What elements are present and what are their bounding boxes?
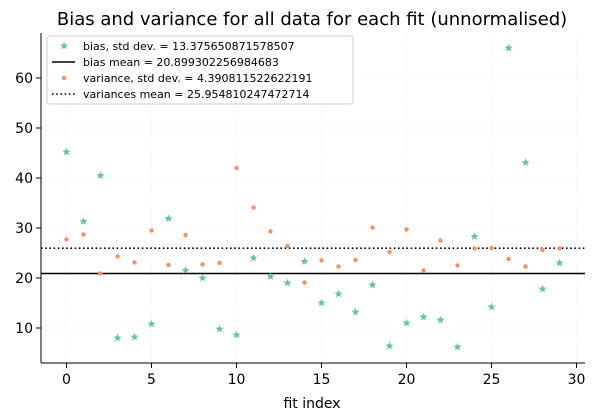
variance-point (149, 228, 154, 233)
variance-point (523, 264, 528, 269)
bias-point (147, 319, 156, 328)
bias-point (521, 158, 530, 166)
bias-point (504, 43, 513, 52)
bias-point (385, 341, 394, 350)
legend-label-variances-mean: variances mean = 25.954810247472714 (83, 88, 309, 101)
variance-point (166, 262, 171, 268)
x-tick-label: 5 (147, 372, 156, 388)
variance-point (438, 238, 443, 243)
variance-point (268, 229, 273, 234)
variance-point (132, 260, 137, 265)
bias-point (181, 266, 190, 274)
grid (41, 33, 585, 363)
legend-marker-variance (61, 75, 67, 81)
bias-point (300, 257, 309, 265)
axes (40, 33, 585, 364)
legend-item-variances-mean: variances mean = 25.954810247472714 (52, 88, 309, 101)
plot-area (41, 43, 585, 351)
legend-item-bias: bias, std dev. = 13.375650871578507 (60, 40, 295, 53)
y-tick-label: 40 (15, 171, 33, 187)
legend-label-bias-mean: bias mean = 20.899302256984683 (83, 56, 279, 69)
bias-point (62, 147, 71, 156)
y-tick-label: 30 (15, 221, 33, 237)
x-tick-label: 30 (568, 372, 586, 388)
x-tick-label: 20 (398, 372, 416, 388)
variance-point (302, 280, 307, 285)
variance-point (115, 254, 120, 259)
variance-point (217, 260, 222, 266)
variance-point (81, 232, 86, 237)
variance-point (183, 232, 188, 238)
bias-point (164, 214, 173, 222)
variance-point (336, 264, 341, 269)
bias-point (283, 278, 292, 287)
variance-point (353, 257, 358, 263)
legend: bias, std dev. = 13.375650871578507 bias… (46, 35, 354, 105)
bias-point (249, 253, 258, 262)
legend-label-variance: variance, std dev. = 4.390811522622191 (83, 72, 312, 85)
y-tick-label: 60 (15, 71, 33, 87)
bias-point (453, 342, 462, 351)
bias-point (198, 273, 207, 282)
bias-point (402, 318, 411, 327)
bias-point (334, 289, 343, 298)
variance-point (540, 247, 545, 253)
x-tick-label: 25 (483, 372, 501, 388)
bias-point (266, 272, 275, 280)
variance-point (285, 243, 290, 249)
variance-point (370, 225, 375, 230)
variance-point (472, 246, 477, 251)
variance-point (404, 227, 409, 232)
bias-point (538, 284, 547, 293)
variance-point (387, 249, 392, 255)
variance-point (319, 258, 324, 263)
bias-point (96, 171, 105, 179)
bias-point (232, 330, 241, 339)
legend-marker-bias (60, 41, 68, 50)
variance-point (200, 262, 205, 267)
variance-point (64, 237, 69, 242)
bias-point (79, 217, 88, 225)
variance-point (421, 268, 426, 273)
y-tick-label: 50 (15, 121, 33, 137)
bias-point (113, 333, 122, 342)
bias-point (436, 315, 445, 324)
legend-star-icon (60, 41, 68, 50)
legend-dot-icon (61, 75, 67, 81)
x-tick-label: 0 (62, 372, 71, 388)
ticks: 0 5 10 15 20 25 30 10 20 30 40 50 60 (15, 71, 585, 388)
variance-point (455, 263, 460, 268)
y-tick-label: 20 (15, 271, 33, 287)
legend-item-variance: variance, std dev. = 4.390811522622191 (61, 72, 312, 85)
bias-point (555, 258, 564, 267)
x-axis-label: fit index (283, 396, 340, 412)
variance-point (98, 271, 103, 276)
variance-point (234, 165, 239, 171)
x-tick-label: 10 (228, 372, 246, 388)
legend-label-bias: bias, std dev. = 13.375650871578507 (83, 40, 295, 53)
variance-point (557, 246, 562, 251)
bias-point (368, 280, 377, 289)
legend-box (46, 35, 354, 105)
chart-title: Bias and variance for all data for each … (57, 9, 567, 30)
bias-point (419, 312, 428, 321)
x-tick-label: 15 (313, 372, 331, 388)
y-tick-label: 10 (15, 321, 33, 337)
bias-point (487, 302, 496, 311)
bias-point (317, 298, 326, 307)
bias-point (130, 332, 139, 341)
variance-point (251, 205, 256, 210)
variance-point (489, 245, 494, 251)
bias-point (215, 324, 224, 333)
legend-item-bias-mean: bias mean = 20.899302256984683 (52, 56, 279, 69)
variance-point (506, 256, 511, 262)
bias-point (470, 232, 479, 240)
bias-point (351, 307, 360, 316)
